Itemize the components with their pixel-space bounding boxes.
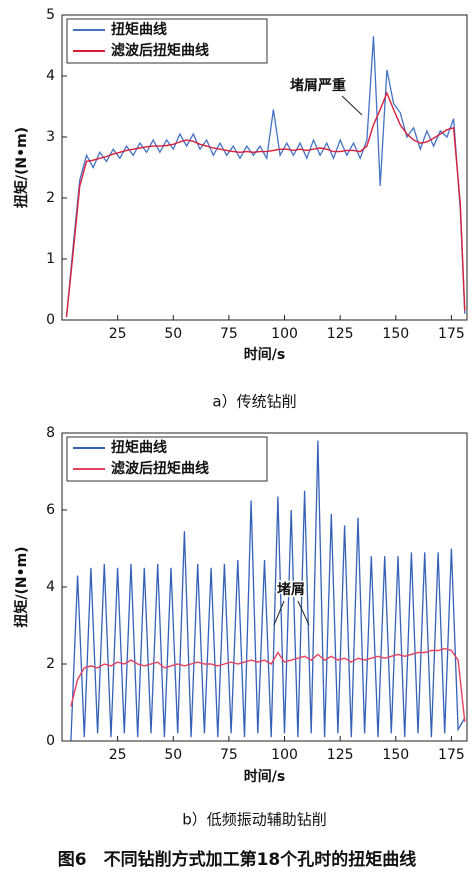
legend-label: 滤波后扭矩曲线 (111, 460, 209, 477)
x-tick-label: 100 (271, 747, 298, 763)
y-tick-label: 8 (46, 425, 55, 441)
y-tick-label: 2 (46, 656, 55, 672)
caption: b）低频振动辅助钻削 (182, 811, 327, 829)
x-axis-title: 时间/s (244, 768, 285, 785)
legend-label: 扭矩曲线 (111, 439, 167, 456)
x-tick-label: 75 (220, 326, 238, 342)
annotation: 堵屑 (277, 581, 305, 598)
y-tick-label: 4 (46, 579, 55, 595)
data-line (70, 647, 466, 722)
annotation-pointer (341, 95, 363, 116)
y-axis-title: 扭矩/(N•m) (13, 127, 30, 208)
x-tick-label: 25 (109, 326, 127, 342)
x-tick-label: 125 (327, 326, 354, 342)
x-axis-title: 时间/s (244, 346, 285, 363)
figure-caption: 图6 不同钻削方式加工第18个孔时的扭矩曲线 (58, 849, 417, 870)
x-tick-label: 100 (271, 326, 298, 342)
data-line (65, 36, 466, 317)
x-tick-label: 150 (382, 326, 409, 342)
caption: a）传统钻削 (212, 393, 296, 411)
annotation-pointer (297, 600, 310, 626)
plot-frame (61, 14, 468, 321)
y-tick-label: 0 (46, 312, 55, 328)
x-tick-label: 25 (109, 747, 127, 763)
legend-box (66, 436, 268, 482)
legend-label: 扭矩曲线 (111, 21, 167, 38)
y-tick-label: 6 (46, 502, 55, 518)
annotation: 堵屑严重 (290, 77, 346, 94)
legend-box (66, 18, 268, 64)
y-tick-label: 5 (46, 7, 55, 23)
y-tick-label: 1 (46, 251, 55, 267)
y-tick-label: 0 (46, 733, 55, 749)
x-tick-label: 150 (382, 747, 409, 763)
x-tick-label: 175 (438, 747, 465, 763)
y-axis-title: 扭矩/(N•m) (13, 546, 30, 627)
data-line (70, 440, 466, 741)
y-tick-label: 3 (46, 129, 55, 145)
y-tick-label: 2 (46, 190, 55, 206)
annotation-pointer (273, 600, 285, 626)
x-tick-label: 175 (438, 326, 465, 342)
x-tick-label: 50 (164, 747, 182, 763)
data-line (65, 91, 466, 317)
y-tick-label: 4 (46, 68, 55, 84)
legend-label: 滤波后扭矩曲线 (111, 42, 209, 59)
x-tick-label: 125 (327, 747, 354, 763)
x-tick-label: 75 (220, 747, 238, 763)
x-tick-label: 50 (164, 326, 182, 342)
